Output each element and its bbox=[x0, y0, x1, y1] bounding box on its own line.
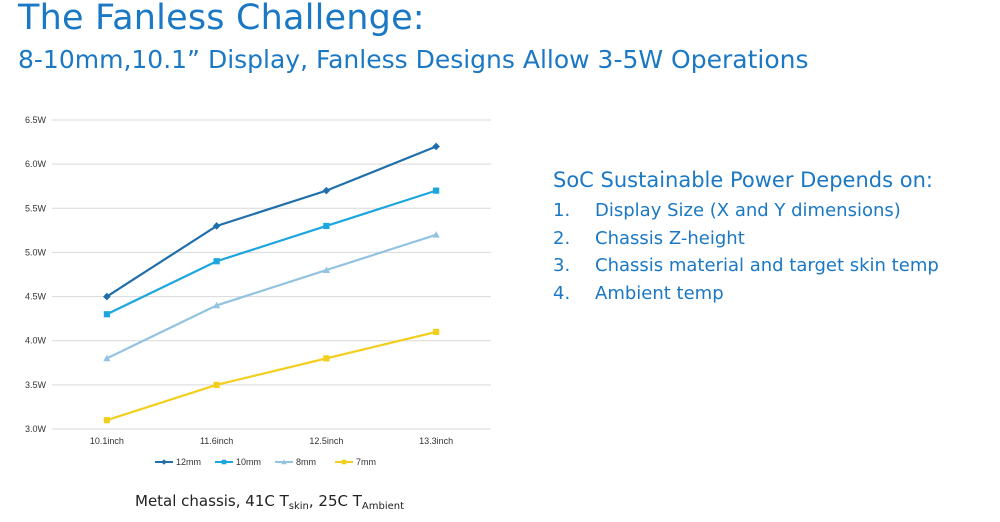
list-item: 2. Chassis Z-height bbox=[553, 225, 939, 253]
data-point-10mm bbox=[323, 222, 330, 230]
legend-marker bbox=[281, 459, 287, 465]
data-point-8mm bbox=[213, 301, 221, 309]
data-point-12mm bbox=[322, 186, 331, 195]
data-point-8mm bbox=[103, 354, 111, 362]
list-item: 3. Chassis material and target skin temp bbox=[553, 252, 939, 280]
legend-marker bbox=[221, 459, 227, 465]
data-point-12mm bbox=[212, 222, 221, 230]
series-line-10mm bbox=[106, 189, 437, 316]
list-item: 1. Display Size (X and Y dimensions) bbox=[553, 197, 939, 225]
list-item-number: 4. bbox=[553, 282, 571, 304]
caption-middle: , 25C T bbox=[308, 492, 362, 510]
legend-label: 12mm bbox=[176, 457, 201, 467]
series-line-12mm bbox=[106, 145, 437, 298]
list-item-text: Display Size (X and Y dimensions) bbox=[595, 200, 901, 221]
power-line-chart: 3.0W 3.5W 4.0W 4.5W 5.0W 5.5W 6.0W 6.5W 10.1inch… bbox=[25, 115, 491, 467]
data-point-12mm bbox=[103, 292, 111, 301]
legend-label: 7mm bbox=[356, 457, 376, 467]
data-point-10mm bbox=[103, 311, 110, 318]
data-point-12mm bbox=[432, 142, 440, 151]
y-tick-label: 3.5W bbox=[25, 380, 47, 390]
page-title: The Fanless Challenge: bbox=[18, 0, 425, 38]
legend-label: 10mm bbox=[236, 457, 261, 467]
y-tick-label: 5.0W bbox=[25, 247, 47, 257]
x-tick-label: 10.1inch bbox=[90, 436, 124, 446]
caption-prefix: Metal chassis, 41C T bbox=[135, 492, 289, 510]
chart-caption: Metal chassis, 41C Tskin, 25C TAmbient bbox=[135, 492, 405, 512]
data-point-7mm bbox=[213, 381, 220, 388]
legend-marker bbox=[161, 459, 167, 465]
series-line-8mm bbox=[106, 233, 437, 360]
list-item-text: Chassis Z-height bbox=[595, 227, 745, 249]
data-point-10mm bbox=[433, 187, 440, 194]
series-line-7mm bbox=[106, 330, 437, 422]
data-point-7mm bbox=[323, 355, 330, 362]
data-point-8mm bbox=[322, 266, 330, 273]
y-tick-label: 5.5W bbox=[25, 203, 47, 213]
y-tick-label: 4.0W bbox=[25, 336, 47, 346]
y-tick-label: 6.0W bbox=[25, 159, 47, 169]
list-item-number: 2. bbox=[553, 227, 571, 249]
legend-marker bbox=[341, 459, 347, 465]
page-subtitle: 8-10mm,10.1” Display, Fanless Designs Al… bbox=[18, 45, 809, 74]
x-tick-label: 13.3inch bbox=[419, 436, 453, 446]
caption-sub-ambient: Ambient bbox=[361, 501, 405, 512]
caption-sub-skin: skin bbox=[288, 501, 309, 512]
list-item-number: 3. bbox=[553, 255, 571, 276]
list-item: 4. Ambient temp bbox=[553, 280, 939, 308]
data-point-7mm bbox=[103, 417, 110, 424]
data-point-7mm bbox=[433, 328, 440, 335]
y-tick-label: 4.5W bbox=[25, 292, 47, 302]
list-item-text: Chassis material and target skin temp bbox=[595, 255, 939, 276]
y-tick-label: 6.5W bbox=[25, 115, 47, 125]
data-point-10mm bbox=[213, 258, 220, 265]
y-tick-label: 3.0W bbox=[25, 424, 47, 434]
legend-label: 8mm bbox=[296, 457, 316, 467]
factors-heading: SoC Sustainable Power Depends on: bbox=[553, 168, 933, 192]
data-point-8mm bbox=[432, 231, 440, 238]
list-item-number: 1. bbox=[553, 200, 571, 221]
x-tick-label: 11.6inch bbox=[200, 436, 233, 446]
factors-list: 1. Display Size (X and Y dimensions) 2. Ch… bbox=[553, 197, 939, 307]
x-tick-label: 12.5inch bbox=[309, 436, 343, 446]
power-factors-panel: SoC Sustainable Power Depends on: 1. Disp… bbox=[553, 168, 939, 307]
list-item-text: Ambient temp bbox=[595, 282, 724, 304]
